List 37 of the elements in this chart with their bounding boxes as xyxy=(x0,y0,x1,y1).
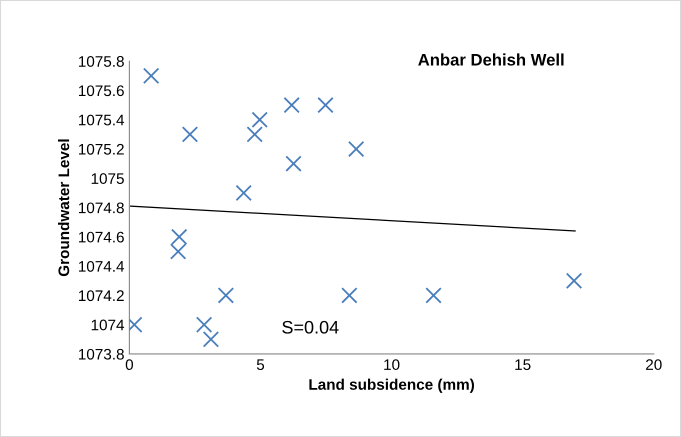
y-tick-label: 1074 xyxy=(92,320,124,330)
y-tick-label: 1074.6 xyxy=(78,232,124,243)
y-tick-label: 1075.6 xyxy=(78,85,124,96)
point xyxy=(171,228,188,246)
y-tick-label: 1073.8 xyxy=(78,348,124,360)
point xyxy=(285,155,302,172)
point xyxy=(182,126,198,143)
y-tick-label: 1075.2 xyxy=(78,144,124,155)
y-tick-label: 1074.4 xyxy=(78,261,124,272)
point xyxy=(170,243,186,260)
y-tick-label: 1075.8 xyxy=(78,56,124,67)
point xyxy=(202,331,220,348)
x-tick-label: 20 xyxy=(646,359,662,370)
y-tick-label: 1075 xyxy=(92,173,124,184)
point xyxy=(142,68,160,84)
point xyxy=(317,96,334,114)
y-tick-label: 1074.2 xyxy=(78,290,124,302)
point xyxy=(566,272,582,289)
x-axis-title: Land subsidence (mm) xyxy=(309,378,474,393)
point xyxy=(218,287,234,304)
x-tick-label: 15 xyxy=(515,359,531,370)
annotation: S=0.04 xyxy=(282,320,339,334)
point xyxy=(341,287,358,304)
y-axis-title: Groundwater Level xyxy=(58,139,70,276)
point xyxy=(246,126,263,143)
annotation: Anbar Dehish Well xyxy=(418,53,564,66)
x-tick-label: 5 xyxy=(256,359,264,370)
x-tick-label: 10 xyxy=(384,359,400,370)
y-tick-label: 1075.4 xyxy=(78,114,124,126)
point xyxy=(252,112,268,128)
x-tick-label: 0 xyxy=(126,359,134,370)
point xyxy=(348,140,364,158)
point xyxy=(236,184,252,202)
point xyxy=(283,96,300,114)
y-tick-label: 1074.8 xyxy=(78,202,124,214)
point xyxy=(196,316,212,333)
point xyxy=(425,287,442,304)
